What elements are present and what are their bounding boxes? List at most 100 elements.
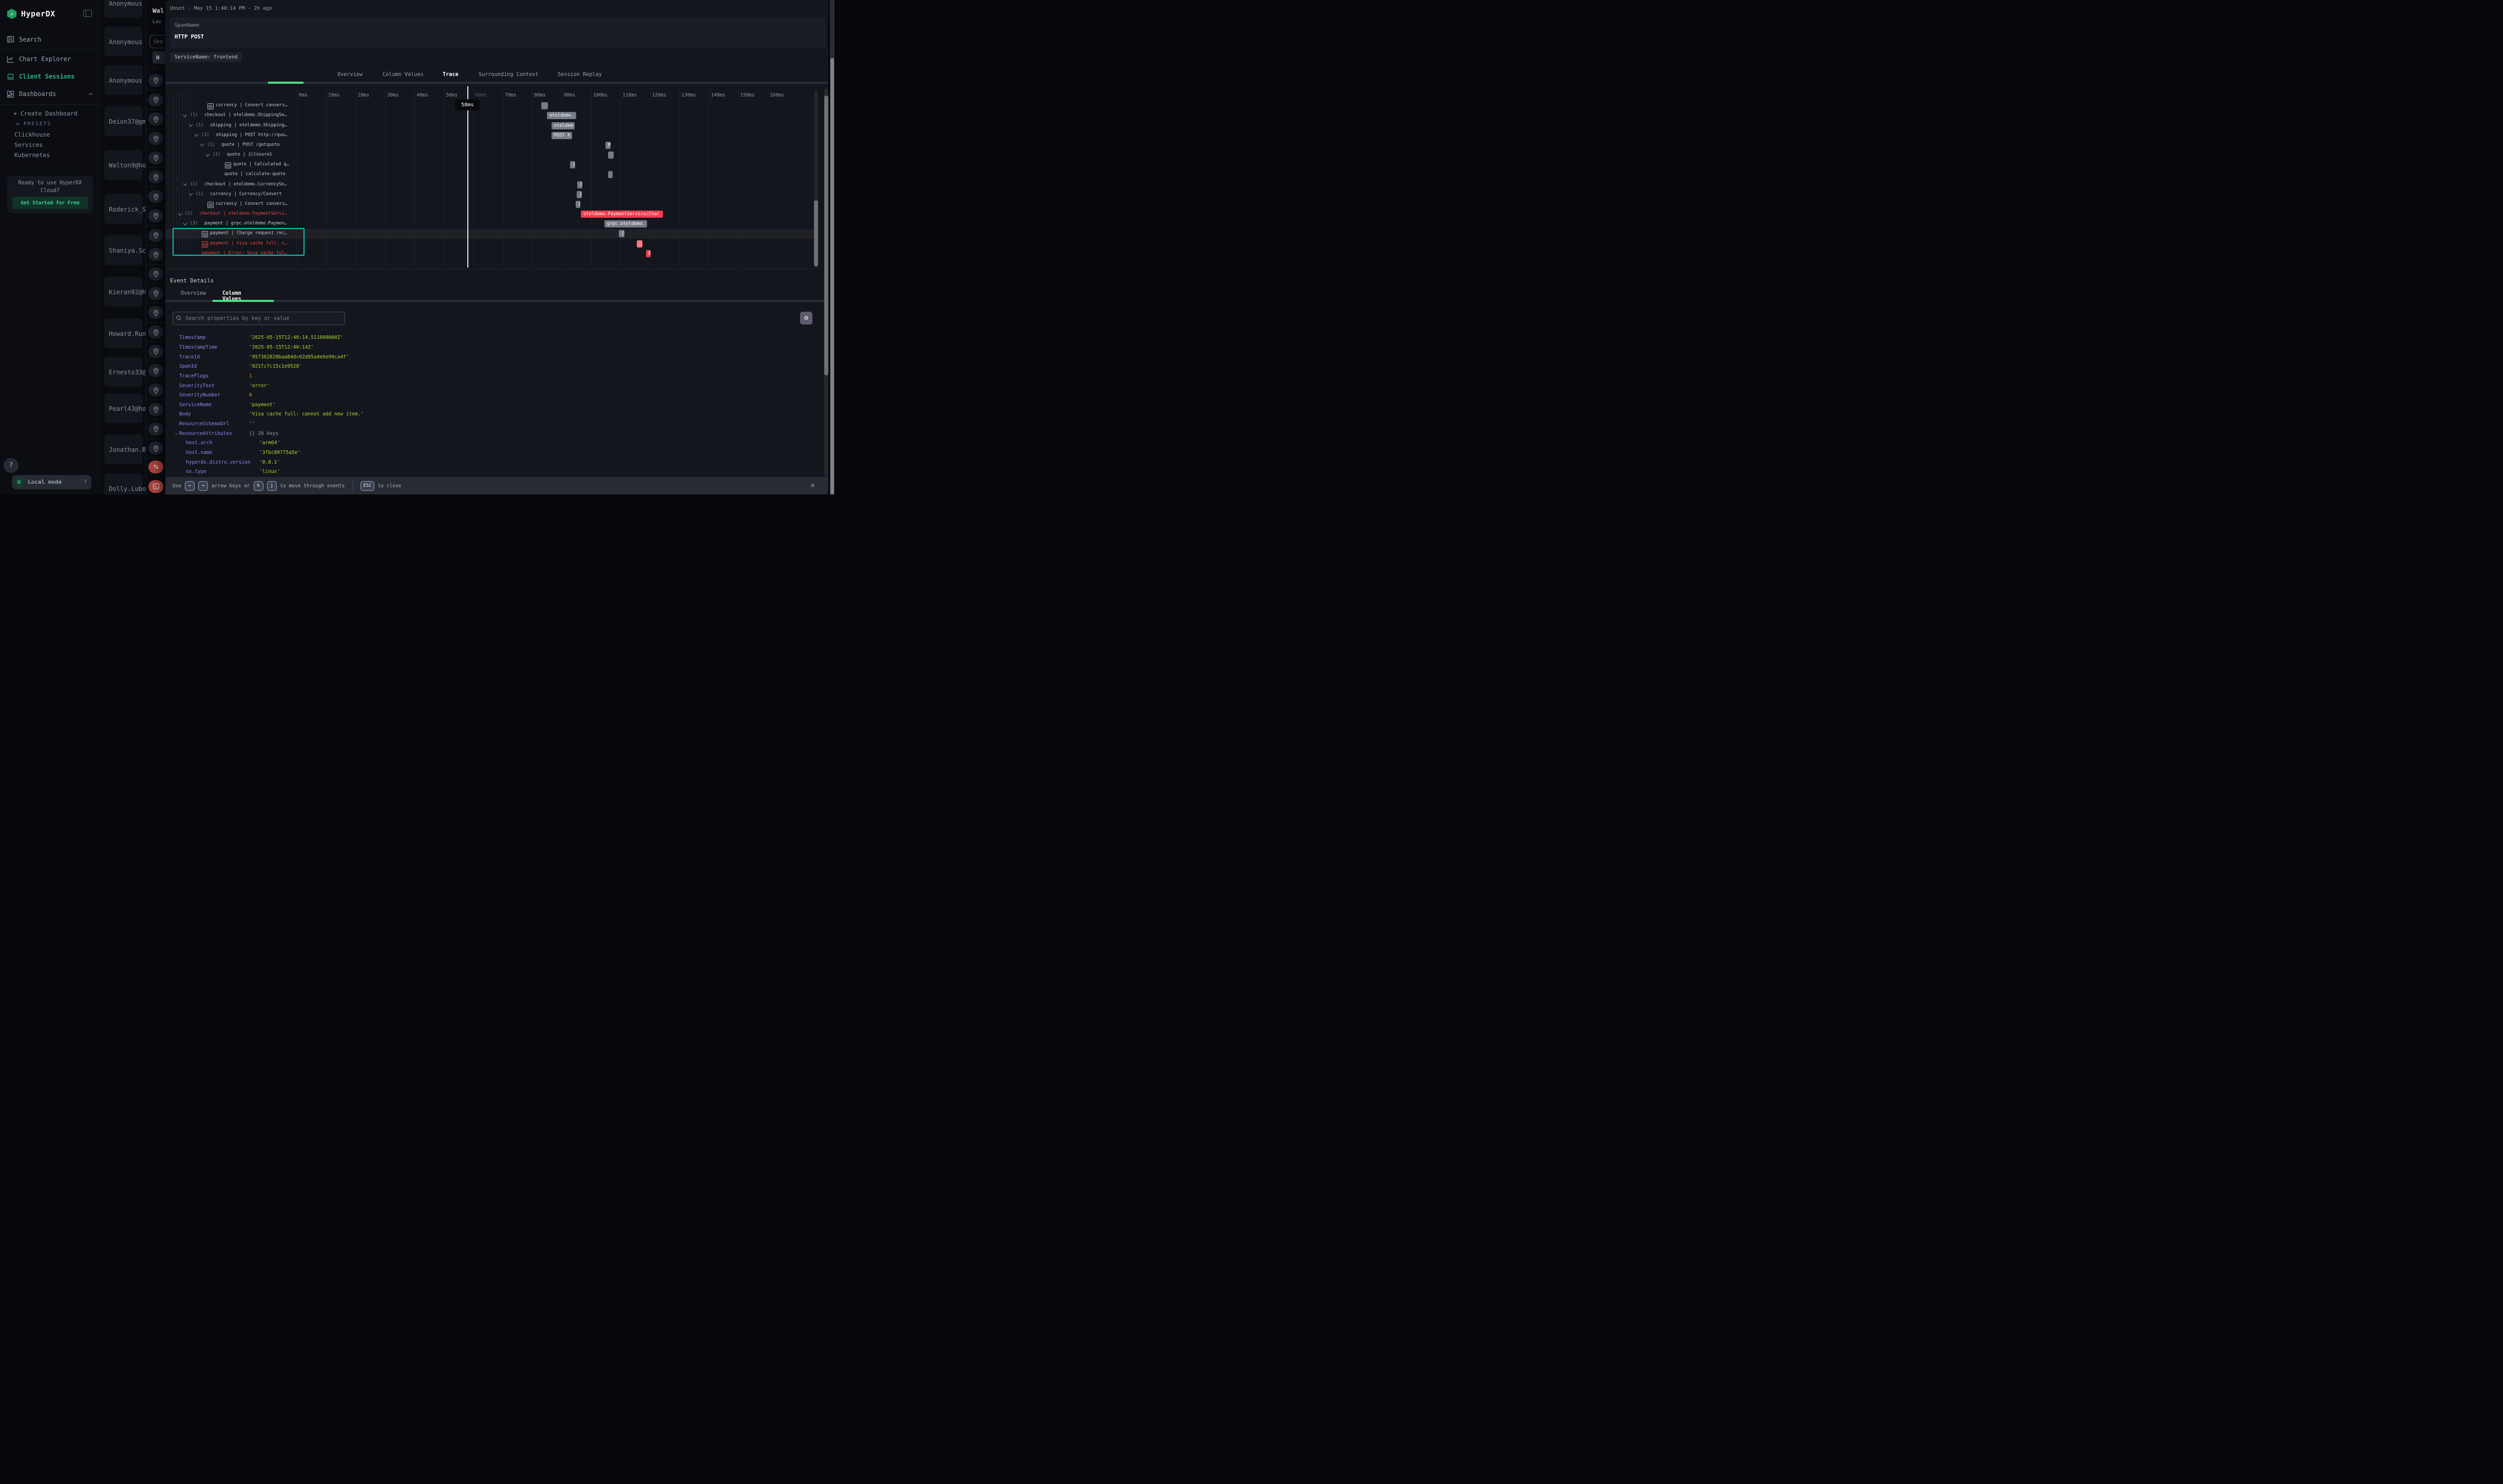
session-card[interactable]: Kieran92@h bbox=[104, 277, 146, 307]
sidebar-item-search[interactable]: Search bbox=[0, 32, 101, 47]
chevron-down-icon[interactable] bbox=[178, 213, 182, 216]
waterfall-scrollbar-track[interactable] bbox=[814, 90, 818, 268]
property-row[interactable]: ▾ ResourceAttributes {} 20 keys bbox=[0, 431, 647, 439]
property-row[interactable]: Timestamp "2025-05-15T12:40:14.511000000Z… bbox=[0, 335, 647, 343]
span-label[interactable]: payment | grpc.oteldemo.Paymen… bbox=[204, 221, 287, 226]
span-label[interactable]: payment | Error: Visa cache ful… bbox=[202, 250, 287, 256]
location-pin-icon[interactable] bbox=[148, 306, 163, 319]
location-pin-icon[interactable] bbox=[148, 326, 163, 338]
chevron-down-icon[interactable] bbox=[194, 134, 199, 137]
session-card[interactable]: Roderick_S bbox=[104, 194, 146, 224]
tab-trace[interactable]: Trace bbox=[443, 72, 459, 78]
span-bar[interactable]: ( bbox=[575, 200, 581, 208]
location-pin-icon[interactable] bbox=[148, 248, 163, 261]
span-bar[interactable]: ( bbox=[570, 161, 576, 169]
location-pin-icon[interactable] bbox=[148, 132, 163, 145]
span-bar[interactable]: oteldem bbox=[551, 122, 575, 129]
property-row[interactable]: SeverityText "error" bbox=[0, 383, 647, 391]
span-label[interactable]: shipping | POST http://quo… bbox=[216, 132, 288, 138]
span-label[interactable]: shipping | oteldemo.Shipping… bbox=[210, 122, 288, 128]
location-pin-icon[interactable] bbox=[148, 112, 163, 126]
tab-surrounding-context[interactable]: Surrounding Context bbox=[479, 72, 539, 78]
property-row[interactable]: TraceId "957362828baa84dc02d95a4e6e99ca4f… bbox=[0, 354, 647, 363]
span-bar[interactable] bbox=[608, 151, 614, 159]
span-label[interactable]: quote | POST /getquote bbox=[221, 142, 280, 147]
location-pin-icon[interactable] bbox=[148, 364, 163, 377]
service-name-chip[interactable]: ServiceName: frontend bbox=[170, 52, 242, 62]
property-row[interactable]: host.name "3fbc80775a5e" bbox=[0, 450, 647, 458]
location-pin-icon[interactable] bbox=[148, 403, 163, 416]
span-bar[interactable]: P bbox=[605, 141, 611, 149]
sidebar-item--create-dashboard[interactable]: + Create Dashboard bbox=[0, 108, 115, 119]
terminal-icon[interactable] bbox=[148, 480, 163, 493]
waterfall-scrollbar-thumb[interactable] bbox=[814, 200, 818, 267]
location-pin-icon[interactable] bbox=[148, 93, 163, 106]
property-row[interactable]: os.type "linux" bbox=[0, 469, 647, 477]
chevron-down-icon[interactable] bbox=[200, 143, 204, 147]
span-label[interactable]: quote | {closure} bbox=[227, 152, 272, 158]
span-bar[interactable] bbox=[608, 171, 613, 179]
property-row[interactable]: host.arch "arm64" bbox=[0, 440, 647, 448]
span-bar[interactable]: ( bbox=[577, 181, 582, 188]
sidebar-item-clickhouse[interactable]: Clickhouse bbox=[0, 129, 116, 140]
span-bar[interactable]: ( bbox=[619, 230, 625, 238]
chevron-down-icon[interactable] bbox=[188, 124, 193, 127]
location-pin-icon[interactable] bbox=[148, 170, 163, 184]
sidebar-item-presets[interactable]: PRESETS bbox=[0, 119, 117, 129]
gear-icon[interactable]: ⚙ bbox=[800, 312, 812, 325]
property-row[interactable]: ServiceName "payment" bbox=[0, 402, 647, 410]
session-card[interactable]: Anonymous bbox=[104, 0, 143, 18]
chevron-down-icon[interactable] bbox=[188, 193, 193, 196]
location-pin-icon[interactable] bbox=[148, 73, 163, 87]
span-label[interactable]: currency | Convert convers… bbox=[216, 103, 288, 108]
span-bar[interactable] bbox=[637, 240, 642, 248]
session-card[interactable]: Jonathan.B bbox=[104, 434, 146, 464]
property-row[interactable]: TraceFlags 1 bbox=[0, 373, 647, 382]
location-pin-icon[interactable] bbox=[148, 442, 163, 455]
location-pin-icon[interactable] bbox=[148, 190, 163, 203]
session-card[interactable]: Pearl43@ho bbox=[104, 393, 146, 423]
sidebar-item-kubernetes[interactable]: Kubernetes bbox=[0, 150, 116, 160]
location-pin-icon[interactable] bbox=[148, 229, 163, 242]
location-pin-icon[interactable] bbox=[148, 151, 163, 164]
property-row[interactable]: hyperdx.distro.version "0.8.1" bbox=[0, 460, 647, 468]
panel-scrollbar-thumb[interactable] bbox=[824, 96, 828, 375]
span-label[interactable]: payment | Charge request rec… bbox=[210, 231, 288, 236]
span-label[interactable]: quote | Calculated q… bbox=[233, 162, 289, 167]
span-bar[interactable]: E bbox=[646, 250, 651, 257]
span-bar[interactable]: oteldemo.PaymentService/Char bbox=[580, 211, 663, 218]
expand-triangle-icon[interactable]: ▾ bbox=[175, 431, 178, 436]
tab-session-replay[interactable]: Session Replay bbox=[558, 72, 602, 78]
location-pin-icon[interactable] bbox=[148, 267, 163, 280]
get-started-button[interactable]: Get Started for Free bbox=[12, 197, 88, 209]
span-bar[interactable]: grpc.oteldemo. bbox=[604, 220, 647, 228]
span-label[interactable]: currency | Currency/Convert bbox=[210, 191, 282, 197]
session-card[interactable]: Dolly.Lubo bbox=[104, 473, 146, 494]
session-card[interactable]: Walton9@ho bbox=[104, 150, 146, 180]
span-bar[interactable]: oteldemo. bbox=[547, 112, 577, 120]
exchange-icon[interactable] bbox=[148, 460, 163, 473]
location-pin-icon[interactable] bbox=[148, 345, 163, 358]
chevron-down-icon[interactable] bbox=[183, 183, 187, 186]
event-details-tab-overview[interactable]: Overview bbox=[181, 291, 206, 296]
chevron-down-icon[interactable] bbox=[205, 154, 210, 157]
sidebar-item-chart-explorer[interactable]: Chart Explorer bbox=[0, 51, 101, 67]
span-label[interactable]: payment | Visa cache full: c… bbox=[210, 240, 288, 246]
span-bar[interactable]: ( bbox=[577, 191, 582, 198]
session-card[interactable]: Howard.Run bbox=[104, 318, 146, 348]
chevron-down-icon[interactable] bbox=[183, 114, 187, 118]
span-bar[interactable]: POST h bbox=[551, 131, 572, 139]
property-row[interactable]: SeverityNumber 0 bbox=[0, 392, 647, 401]
session-card[interactable]: Shaniya.Sc bbox=[104, 235, 146, 265]
location-pin-icon[interactable] bbox=[148, 422, 163, 435]
property-search-input[interactable] bbox=[173, 312, 345, 325]
chevron-down-icon[interactable] bbox=[183, 222, 187, 226]
location-pin-icon[interactable] bbox=[148, 209, 163, 222]
spanname-card[interactable]: SpanName HTTP POST bbox=[170, 17, 826, 48]
sidebar-item-client-sessions[interactable]: Client Sessions bbox=[0, 69, 101, 84]
user-menu[interactable]: U Local mode ❯ bbox=[12, 475, 91, 489]
page-scrollbar-thumb[interactable] bbox=[830, 58, 834, 494]
location-pin-icon[interactable] bbox=[148, 384, 163, 397]
span-bar[interactable] bbox=[541, 102, 548, 110]
session-card[interactable]: Deion37@gm bbox=[104, 106, 146, 136]
